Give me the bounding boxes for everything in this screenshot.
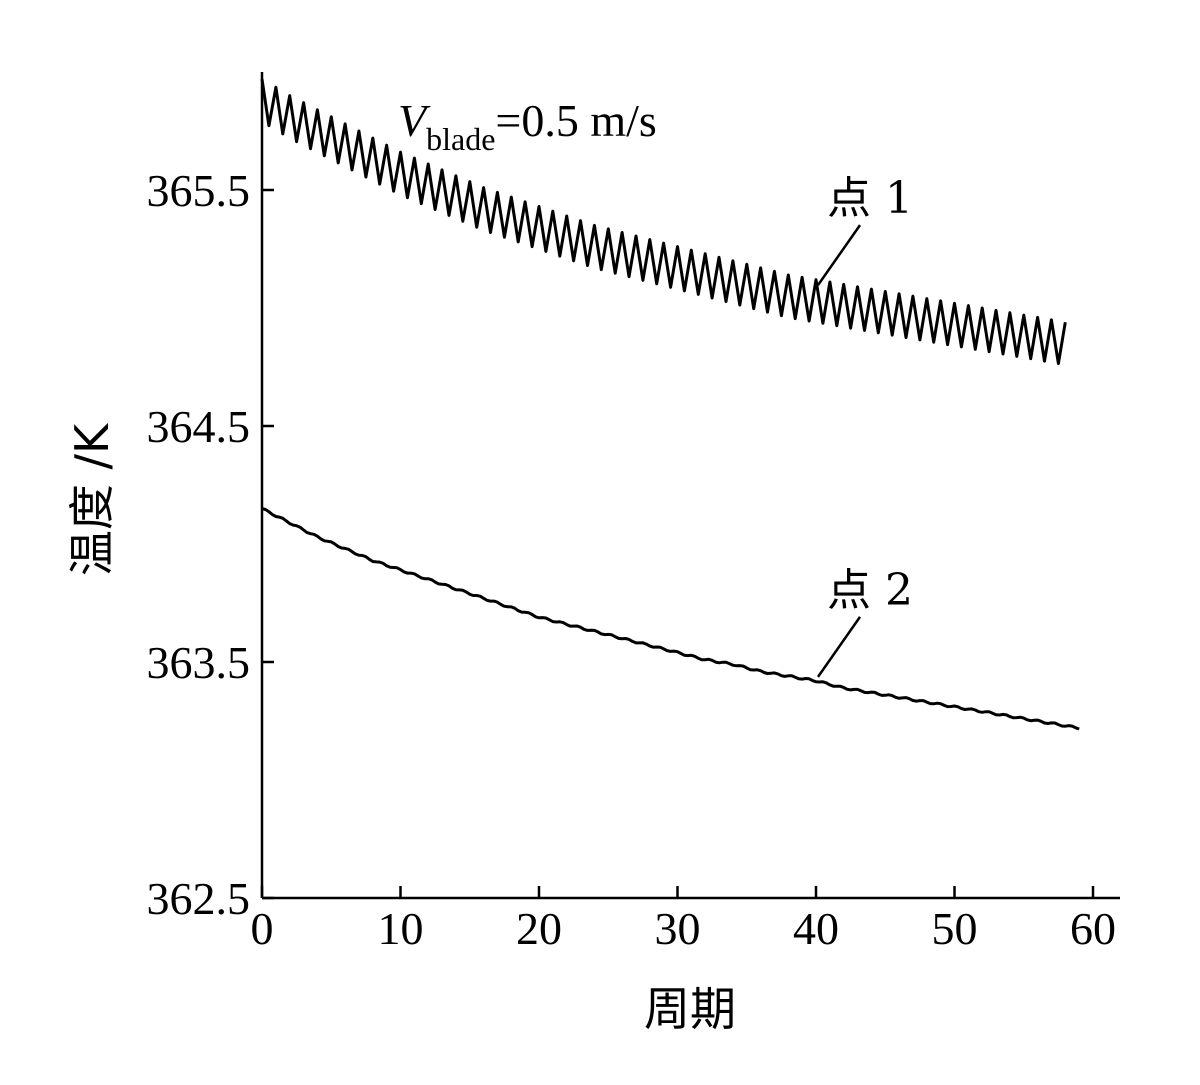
callouts: 点 1 点 2 bbox=[816, 173, 913, 678]
annotation-rest: =0.5 m/s bbox=[495, 95, 656, 146]
x-tick-label: 50 bbox=[932, 903, 978, 954]
series-line-1 bbox=[260, 78, 1067, 365]
x-tick-label: 0 bbox=[251, 903, 274, 954]
x-tick-label: 30 bbox=[655, 903, 701, 954]
annotation-var: V bbox=[398, 95, 431, 146]
series-line-2 bbox=[261, 507, 1080, 731]
annotation-sub: blade bbox=[426, 121, 495, 157]
x-tick-label: 60 bbox=[1070, 903, 1116, 954]
x-tick-label: 20 bbox=[516, 903, 562, 954]
x-axis-title: 周期 bbox=[644, 982, 736, 1036]
series-group bbox=[260, 78, 1080, 731]
series-callout-label: 点 2 bbox=[827, 565, 913, 616]
y-axis-title: 温度 /K bbox=[65, 422, 119, 576]
y-tick-label: 363.5 bbox=[147, 637, 251, 688]
series-callout-label: 点 1 bbox=[827, 173, 913, 224]
callout-leader bbox=[816, 616, 862, 678]
x-tick-label: 40 bbox=[793, 903, 839, 954]
y-tick-label: 362.5 bbox=[147, 873, 251, 924]
axes: 0 10 20 30 40 50 60 362.5 363.5 364.5 365.5 bbox=[147, 72, 1120, 954]
y-tick-label: 365.5 bbox=[147, 165, 251, 216]
callout-leader bbox=[816, 224, 862, 286]
x-ticks: 0 10 20 30 40 50 60 bbox=[251, 886, 1116, 954]
velocity-annotation: Vblade=0.5 m/s bbox=[398, 95, 657, 157]
x-tick-label: 10 bbox=[378, 903, 424, 954]
y-tick-label: 364.5 bbox=[147, 401, 251, 452]
y-ticks: 362.5 363.5 364.5 365.5 bbox=[147, 165, 274, 924]
